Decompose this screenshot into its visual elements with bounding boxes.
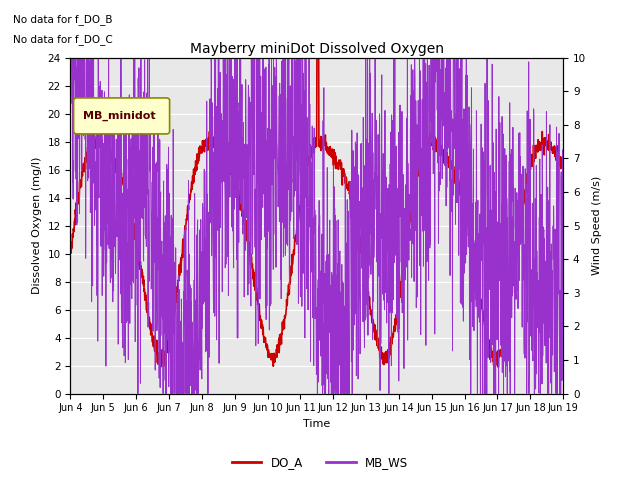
MB_WS xyxy=(67,158,74,164)
DO_A xyxy=(67,243,74,249)
DO_A xyxy=(306,154,314,159)
DO_A xyxy=(455,184,463,190)
MB_WS xyxy=(67,55,74,60)
MB_WS xyxy=(559,323,567,329)
MB_WS xyxy=(294,142,301,148)
MB_WS xyxy=(307,359,314,364)
DO_A xyxy=(293,226,301,231)
MB_WS xyxy=(134,391,142,396)
Line: DO_A: DO_A xyxy=(70,50,563,367)
Text: No data for f_DO_B: No data for f_DO_B xyxy=(13,14,112,25)
DO_A xyxy=(545,146,553,152)
Line: MB_WS: MB_WS xyxy=(70,58,563,394)
DO_A xyxy=(313,48,321,53)
X-axis label: Time: Time xyxy=(303,419,330,429)
Title: Mayberry miniDot Dissolved Oxygen: Mayberry miniDot Dissolved Oxygen xyxy=(190,42,444,57)
Y-axis label: Wind Speed (m/s): Wind Speed (m/s) xyxy=(591,176,602,275)
DO_A xyxy=(92,138,99,144)
MB_WS xyxy=(92,169,100,175)
MB_WS xyxy=(545,204,553,210)
Y-axis label: Dissolved Oxygen (mg/l): Dissolved Oxygen (mg/l) xyxy=(32,157,42,294)
Text: MB_minidot: MB_minidot xyxy=(83,111,156,121)
Text: No data for f_DO_C: No data for f_DO_C xyxy=(13,34,113,45)
MB_WS xyxy=(455,185,463,191)
DO_A xyxy=(545,141,553,147)
DO_A xyxy=(495,364,502,370)
DO_A xyxy=(559,165,567,170)
MB_WS xyxy=(545,326,553,332)
Legend: DO_A, MB_WS: DO_A, MB_WS xyxy=(227,452,413,474)
